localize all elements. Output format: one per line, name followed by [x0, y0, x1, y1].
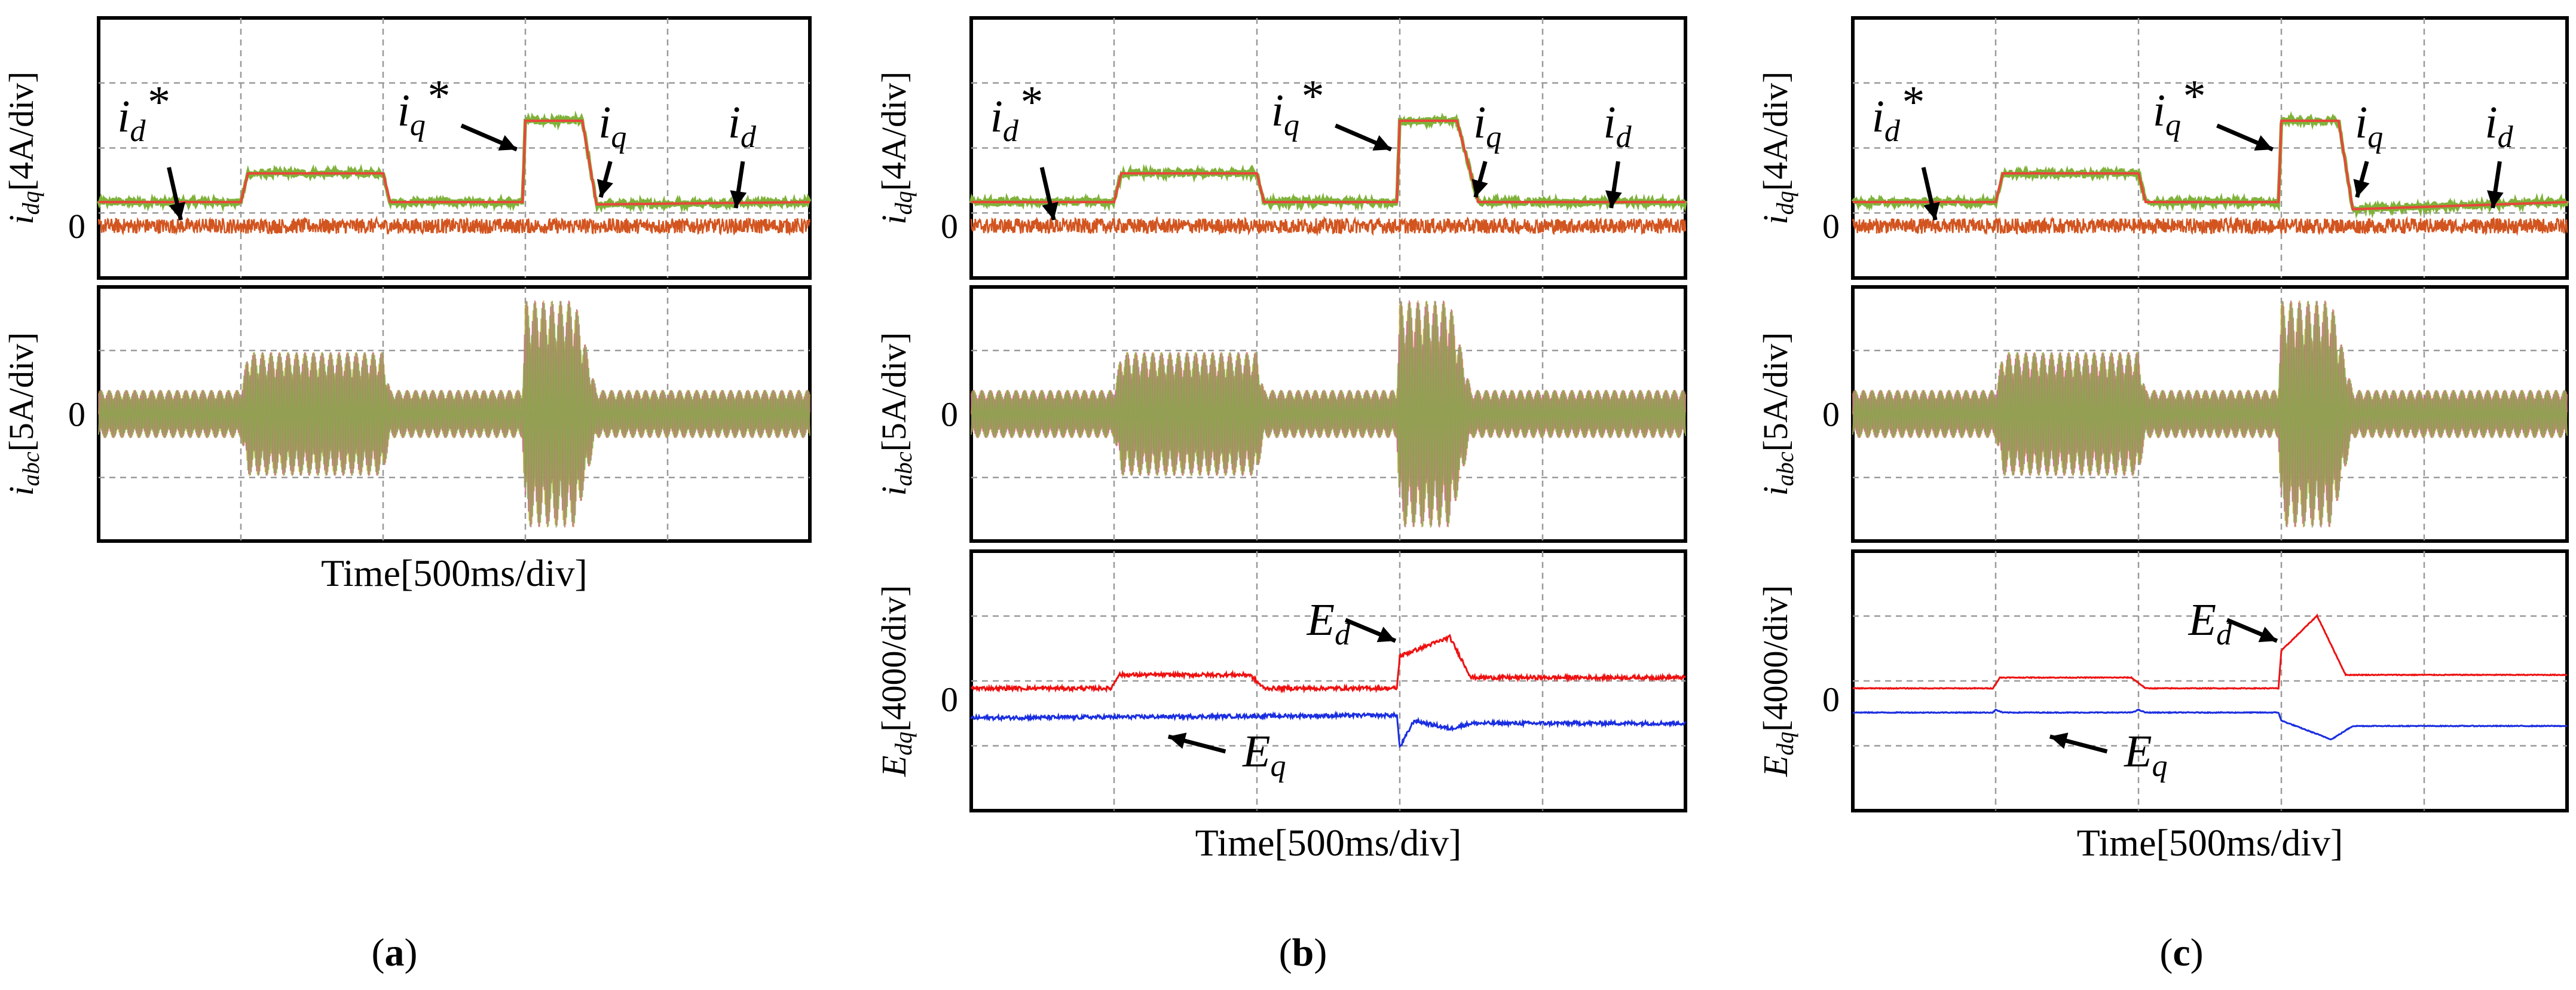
panel-a: id* iq* iq id 0 idq[4A/div] 0 iabc[5A/div] Time[… [2, 16, 812, 974]
x-axis-label: Time[500ms/div] [2077, 821, 2344, 864]
y-axis-label: idq[4A/div] [874, 72, 917, 225]
arrow-head [2254, 135, 2273, 151]
annotation-iq*: iq* [2153, 71, 2204, 142]
subplot-idq: id* iq* iq id 0 idq[4A/div] [874, 16, 1687, 280]
annotation-Ed: Ed [2188, 595, 2232, 652]
annotation-iq: iq [598, 97, 626, 154]
y-axis-label: idq[4A/div] [2, 72, 44, 225]
panel-b: id* iq* iq id 0 idq[4A/div] 0 iabc[5A/div] Ed Eq 0… [874, 16, 1687, 974]
panel-label: (b) [1279, 931, 1327, 974]
Ed-series [970, 633, 1686, 694]
phase-b-waveform [97, 300, 811, 528]
panel-c: id* iq* iq id 0 idq[4A/div] 0 iabc[5A/div] Ed Eq 0… [1756, 16, 2569, 974]
annotation-iq: iq [1473, 97, 1501, 154]
arrow-head [169, 201, 186, 220]
arrow-head [730, 190, 747, 208]
zero-tick-label: 0 [941, 207, 958, 246]
arrow-head [1372, 135, 1391, 151]
zero-tick-label: 0 [1822, 680, 1840, 719]
annotation-iq*: iq* [1271, 71, 1322, 142]
arrow-head [2258, 627, 2277, 643]
iq-measured-series [969, 112, 1687, 212]
arrow-head [1471, 179, 1488, 197]
iq-reference-series [971, 120, 1685, 203]
x-axis-label: Time[500ms/div] [321, 552, 588, 594]
arrow-head [2353, 179, 2370, 197]
zero-tick-label: 0 [68, 395, 85, 434]
id-series [970, 215, 1687, 237]
annotation-Eq: Eq [2124, 726, 2167, 783]
zero-tick-label: 0 [1822, 395, 1840, 434]
x-axis-label: Time[500ms/div] [1195, 821, 1462, 864]
annotation-id: id [1603, 97, 1632, 154]
zero-tick-label: 0 [941, 395, 958, 434]
annotation-id: id [2485, 97, 2513, 154]
phase-c-waveform [97, 301, 811, 528]
annotation-id: id [728, 97, 757, 154]
subplot-iabc: 0 iabc[5A/div] [1756, 285, 2569, 543]
arrow-head [596, 179, 613, 197]
iq-reference-series [1853, 120, 2568, 211]
phase-c-waveform [970, 301, 1687, 528]
subplot-idq: id* iq* iq id 0 idq[4A/div] [1756, 16, 2569, 280]
panel-label: (a) [372, 931, 418, 974]
arrow-head [1923, 201, 1940, 220]
subplot-iabc: 0 iabc[5A/div] [874, 285, 1687, 543]
arrow-head [1376, 627, 1396, 643]
id-series [1852, 216, 2568, 236]
phase-c-waveform [1852, 301, 2568, 528]
subplot-edq: Ed Eq 0 Edq[4000/div] [1756, 549, 2569, 812]
y-axis-label: iabc[5A/div] [2, 332, 44, 496]
annotation-Eq: Eq [1242, 726, 1286, 783]
annotation-Ed: Ed [1307, 595, 1351, 652]
arrow-head [1042, 201, 1058, 220]
panel-label: (c) [2159, 931, 2203, 974]
arrow-head [498, 135, 517, 151]
y-axis-label: iabc[5A/div] [874, 332, 917, 496]
zero-tick-label: 0 [941, 680, 958, 719]
annotation-id*: id* [990, 77, 1041, 148]
subplot-edq: Ed Eq 0 Edq[4000/div] [874, 549, 1687, 812]
zero-tick-label: 0 [68, 207, 85, 246]
annotation-id*: id* [1872, 77, 1923, 148]
y-axis-label: Edq[4000/div] [1756, 585, 1798, 777]
arrow-head [2487, 190, 2504, 208]
zero-tick-label: 0 [1822, 207, 1840, 246]
iq-reference-series [99, 120, 810, 206]
subplot-iabc: 0 iabc[5A/div] [2, 285, 812, 543]
Ed-series [1852, 613, 2568, 690]
arrow-head [1605, 190, 1622, 208]
Eq-series [1852, 708, 2567, 741]
subplot-idq: id* iq* iq id 0 idq[4A/div] [2, 16, 812, 280]
arrow-head [2049, 732, 2069, 749]
y-axis-label: iabc[5A/div] [1756, 332, 1798, 496]
annotation-iq*: iq* [397, 71, 448, 142]
annotation-id*: id* [117, 77, 168, 148]
annotation-iq: iq [2355, 97, 2383, 154]
y-axis-label: Edq[4000/div] [874, 585, 917, 777]
arrow-head [1168, 732, 1187, 749]
Eq-series [970, 710, 1686, 748]
id-series [97, 215, 811, 236]
y-axis-label: idq[4A/div] [1756, 72, 1798, 225]
